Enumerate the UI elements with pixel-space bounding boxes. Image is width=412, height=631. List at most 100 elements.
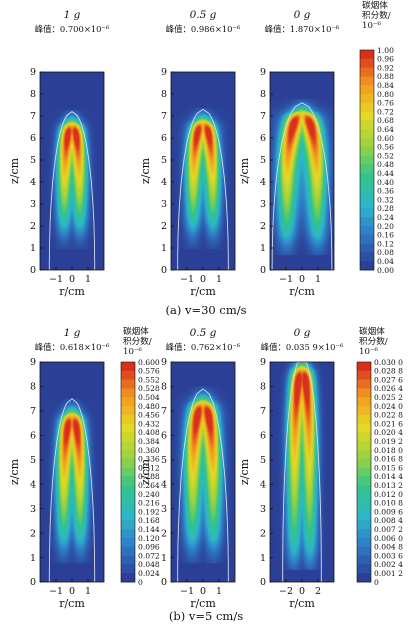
colorbar-frame bbox=[120, 361, 136, 583]
panel-title: 0 g bbox=[294, 327, 311, 339]
x-axis-label: r/cm bbox=[289, 285, 315, 298]
colorbar-tick-label: 0 bbox=[374, 578, 379, 587]
colorbar-title: 10⁻⁶ bbox=[362, 21, 381, 31]
ytick-label: 3 bbox=[30, 199, 36, 210]
ytick-label: 6 bbox=[30, 431, 36, 442]
xtick-label: −1 bbox=[279, 274, 293, 285]
ytick-label: 6 bbox=[161, 431, 167, 442]
xtick-label: 1 bbox=[85, 274, 91, 285]
ytick-label: 1 bbox=[30, 243, 36, 254]
ytick-label: 3 bbox=[260, 199, 266, 210]
colorbar-tick-label: 0.026 4 bbox=[374, 384, 403, 393]
colorbar-tick-label: 0.336 bbox=[138, 455, 160, 464]
colorbar-tick-label: 0.028 8 bbox=[374, 367, 403, 376]
ytick-label: 0 bbox=[30, 577, 36, 588]
colorbar-swatch bbox=[357, 441, 371, 451]
colorbar-swatch bbox=[360, 226, 374, 236]
colorbar-swatch bbox=[121, 432, 135, 442]
xtick-label: −2 bbox=[279, 586, 293, 597]
y-axis-label: z/cm bbox=[8, 157, 21, 184]
ytick-label: 1 bbox=[260, 553, 266, 564]
ytick-label: 6 bbox=[260, 133, 266, 144]
colorbar-swatch bbox=[121, 388, 135, 398]
xtick-label: −1 bbox=[49, 274, 63, 285]
panel-title: 1 g bbox=[64, 9, 81, 21]
ytick-label: 2 bbox=[260, 221, 266, 232]
xtick-label: 0 bbox=[69, 586, 75, 597]
colorbar-swatch bbox=[357, 370, 371, 380]
colorbar-swatch bbox=[121, 458, 135, 468]
x-axis-label: r/cm bbox=[289, 597, 315, 610]
colorbar-tick-label: 0.168 bbox=[138, 516, 160, 525]
ytick-label: 9 bbox=[161, 357, 167, 368]
colorbar-tick-label: 0.024 0 bbox=[374, 402, 403, 411]
colorbar-tick-label: 0.025 2 bbox=[374, 393, 403, 402]
colorbar-swatch bbox=[121, 546, 135, 556]
colorbar-swatch bbox=[357, 414, 371, 424]
colorbar-tick-label: 0.002 4 bbox=[374, 560, 403, 569]
colorbar-title: 积分数/ bbox=[123, 335, 152, 347]
colorbar-swatch bbox=[357, 564, 371, 574]
colorbar-swatch bbox=[360, 138, 374, 148]
colorbar-tick-label: 0.014 4 bbox=[374, 472, 403, 481]
colorbar-tick-label: 0.004 8 bbox=[374, 543, 403, 552]
colorbar-swatch bbox=[357, 520, 371, 530]
colorbar-tick-label: 0.32 bbox=[377, 195, 394, 204]
colorbar-swatch bbox=[121, 555, 135, 565]
ytick-label: 4 bbox=[30, 479, 36, 490]
colorbar-swatch bbox=[360, 111, 374, 121]
colorbar-swatch bbox=[360, 190, 374, 200]
caption-a: (a) v=30 cm/s bbox=[165, 303, 246, 317]
colorbar-tick-label: 0.84 bbox=[377, 81, 394, 90]
colorbar-tick-label: 0.009 6 bbox=[374, 507, 403, 516]
colorbar-swatch bbox=[360, 208, 374, 218]
colorbar-swatch bbox=[360, 252, 374, 262]
colorbar-swatch bbox=[357, 467, 371, 477]
heatmap-field bbox=[270, 362, 334, 582]
colorbar-swatch bbox=[357, 458, 371, 468]
flame-outline bbox=[177, 388, 229, 582]
ytick-label: 4 bbox=[161, 177, 167, 188]
colorbar-swatch bbox=[360, 234, 374, 244]
x-axis-label: r/cm bbox=[190, 285, 216, 298]
colorbar-tick-label: 0.312 bbox=[138, 463, 160, 472]
colorbar-swatch bbox=[357, 502, 371, 512]
flame-outline bbox=[271, 102, 333, 270]
colorbar-tick-label: 0.456 bbox=[138, 411, 160, 420]
colorbar-tick-label: 0.552 bbox=[138, 375, 160, 384]
colorbar-swatch bbox=[360, 261, 374, 271]
colorbar-swatch bbox=[357, 529, 371, 539]
colorbar-swatch bbox=[357, 476, 371, 486]
colorbar-swatch bbox=[121, 406, 135, 416]
colorbar-swatch bbox=[357, 546, 371, 556]
colorbar-tick-label: 0.44 bbox=[377, 169, 394, 178]
colorbar-swatch bbox=[357, 388, 371, 398]
ytick-label: 2 bbox=[260, 528, 266, 539]
colorbar-swatch bbox=[121, 494, 135, 504]
ytick-label: 5 bbox=[260, 455, 266, 466]
colorbar-tick-label: 0.528 bbox=[138, 384, 160, 393]
ytick-label: 1 bbox=[260, 243, 266, 254]
colorbar-tick-label: 0.008 4 bbox=[374, 516, 403, 525]
colorbar-swatch bbox=[121, 397, 135, 407]
colorbar-tick-label: 0.015 6 bbox=[374, 463, 403, 472]
colorbar-swatch bbox=[121, 441, 135, 451]
colorbar-tick-label: 0.012 0 bbox=[374, 490, 403, 499]
colorbar-tick-label: 0.019 2 bbox=[374, 437, 403, 446]
ytick-label: 7 bbox=[161, 406, 167, 417]
colorbar-swatch bbox=[357, 397, 371, 407]
colorbar-tick-label: 0.013 2 bbox=[374, 481, 403, 490]
colorbar-swatch bbox=[121, 502, 135, 512]
xtick-label: 0 bbox=[299, 586, 305, 597]
colorbar-swatch bbox=[360, 182, 374, 192]
caption-b: (b) v=5 cm/s bbox=[169, 609, 243, 623]
colorbar-tick-label: 0.003 6 bbox=[374, 551, 403, 560]
colorbar-cb-b1: 0.6000.5760.5520.5280.5040.4800.4560.432… bbox=[120, 325, 160, 587]
colorbar-tick-label: 0.68 bbox=[377, 116, 394, 125]
colorbar-swatch bbox=[360, 94, 374, 104]
xtick-label: 0 bbox=[69, 274, 75, 285]
